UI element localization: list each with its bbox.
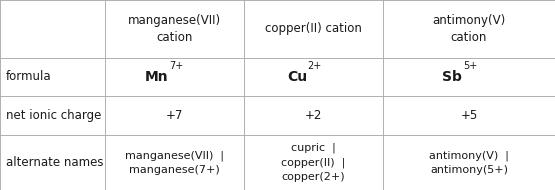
Text: formula: formula: [6, 70, 51, 83]
Text: Sb: Sb: [442, 70, 462, 84]
Text: 5+: 5+: [463, 61, 477, 70]
Text: antimony(V)
cation: antimony(V) cation: [432, 14, 506, 44]
Text: cupric  |
copper(II)  |
copper(2+): cupric | copper(II) | copper(2+): [281, 143, 346, 182]
Text: manganese(VII)  |
manganese(7+): manganese(VII) | manganese(7+): [125, 150, 224, 175]
Text: Cu: Cu: [287, 70, 307, 84]
Text: antimony(V)  |
antimony(5+): antimony(V) | antimony(5+): [429, 150, 509, 175]
Text: +5: +5: [460, 109, 478, 122]
Text: +7: +7: [166, 109, 184, 122]
Text: 2+: 2+: [307, 61, 322, 70]
Text: Mn: Mn: [144, 70, 168, 84]
Text: copper(II) cation: copper(II) cation: [265, 22, 362, 36]
Text: alternate names: alternate names: [6, 156, 103, 169]
Text: net ionic charge: net ionic charge: [6, 109, 101, 122]
Text: +2: +2: [305, 109, 322, 122]
Text: manganese(VII)
cation: manganese(VII) cation: [128, 14, 221, 44]
Text: 7+: 7+: [169, 61, 183, 70]
